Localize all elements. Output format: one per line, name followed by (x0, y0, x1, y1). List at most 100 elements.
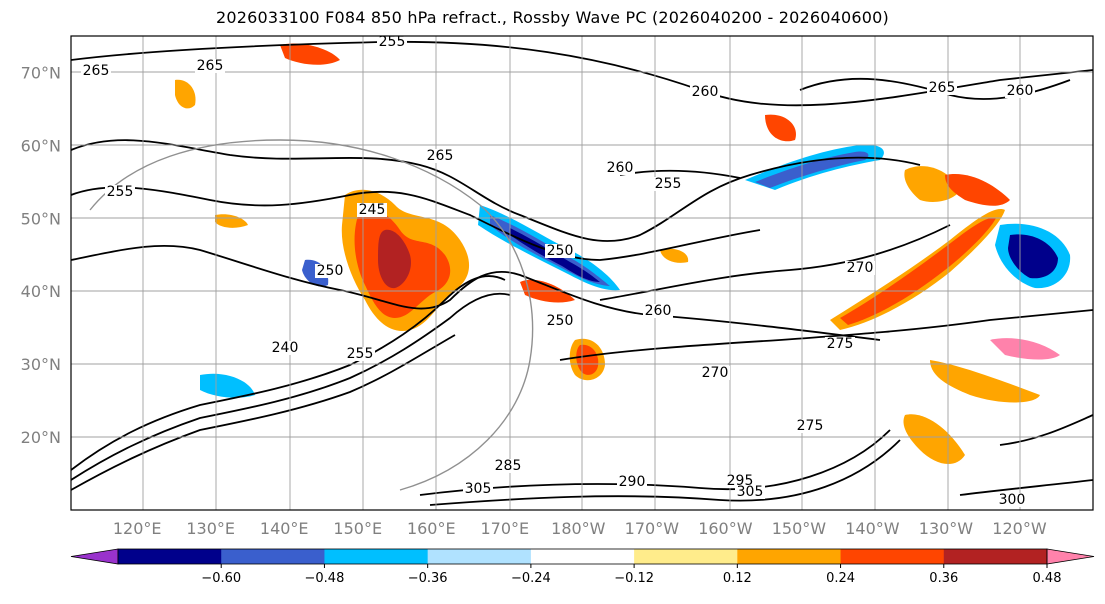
contour-label-background (735, 485, 765, 499)
contour-label: 260 (645, 303, 672, 319)
positive-anomaly-area (660, 248, 689, 263)
reference-circle (89, 139, 534, 491)
longitude-label: 160°E (407, 519, 456, 538)
contour-label: 270 (702, 365, 729, 381)
latitude-label: 70°N (21, 63, 61, 82)
height-contour (599, 224, 951, 301)
map-frame (70, 35, 1094, 511)
negative-anomaly-area (755, 151, 869, 188)
colorbar-segment (221, 549, 325, 564)
positive-anomaly-area (175, 79, 196, 109)
map-content: 255 265 265 260 255 265 260 265 260 250 255 245 240 2… (71, 34, 1093, 510)
contour-label-background (825, 337, 855, 351)
contour-label: 265 (83, 63, 110, 79)
contour-label-background (270, 341, 300, 355)
longitude-label: 130°E (186, 519, 235, 538)
contour-label-background (81, 64, 111, 78)
contour-label: 285 (495, 458, 522, 474)
contour-label-background (700, 366, 730, 380)
contour-label: 290 (619, 474, 646, 490)
contour-label: 255 (655, 176, 682, 192)
colorbar-segment (737, 549, 842, 564)
positive-anomaly-area (945, 174, 1010, 206)
contour-label: 250 (547, 243, 574, 259)
positive-anomaly-area (930, 360, 1040, 403)
latitude-label: 40°N (21, 282, 61, 301)
colorbar-tick-label: 0.12 (723, 571, 752, 586)
contour-label: 270 (847, 260, 874, 276)
longitude-label: 130°W (919, 519, 974, 538)
longitude-label: 170°W (625, 519, 680, 538)
height-contour (71, 245, 881, 341)
height-contour (71, 186, 761, 261)
contour-label-background (105, 185, 135, 199)
contour-label: 260 (692, 84, 719, 100)
longitude-label: 150°W (772, 519, 827, 538)
contour-label: 260 (607, 160, 634, 176)
contour-label-background (617, 475, 647, 489)
contour-label: 250 (547, 313, 574, 329)
colorbar-tick-label: −0.12 (614, 571, 654, 586)
contour-label: 275 (797, 418, 824, 434)
height-contour (999, 414, 1093, 446)
contour-label: 305 (737, 484, 764, 500)
contour-label: 265 (427, 148, 454, 164)
graticule (71, 36, 1093, 510)
contour-label-background (315, 264, 345, 278)
longitude-label: 140°W (845, 519, 900, 538)
contour-label-background (690, 85, 720, 99)
contour-label-background (545, 244, 575, 258)
negative-anomaly-area (200, 373, 255, 398)
latitude-label: 50°N (21, 209, 61, 228)
contour-label: 240 (272, 340, 299, 356)
colorbar-segment (840, 549, 945, 564)
contour-label-background (605, 161, 635, 175)
colorbar-tick-label: 0.36 (929, 571, 958, 586)
height-contour (419, 429, 891, 496)
map-title: 2026033100 F084 850 hPa refract., Rossby… (215, 8, 889, 27)
latitude-label: 60°N (21, 136, 61, 155)
contour-label: 265 (929, 80, 956, 96)
colorbar-max-extension (1046, 548, 1095, 565)
negative-anomaly-area (1008, 234, 1058, 279)
positive-anomaly-area (765, 114, 796, 142)
longitude-label: 170°E (480, 519, 529, 538)
contour-label: 255 (347, 346, 374, 362)
positive-anomaly-area (903, 414, 965, 465)
latitude-labels: 70°N 60°N 50°N 40°N 30°N 20°N (21, 63, 61, 447)
colorbar: −0.60 −0.48 −0.36 −0.24 −0.12 0.12 0.24 0.36 0.4… (70, 548, 1095, 586)
contour-label: 265 (197, 58, 224, 74)
contour-label-background (463, 482, 493, 496)
height-contour (71, 139, 921, 242)
contour-label-background (643, 304, 673, 318)
colorbar-segment (943, 549, 1048, 564)
longitude-label: 180°W (551, 519, 606, 538)
height-contour (71, 275, 506, 471)
contour-label-background (377, 36, 407, 49)
contour-label-background (425, 149, 455, 163)
colorbar-tick-label: −0.24 (511, 571, 551, 586)
height-contour (559, 309, 1093, 361)
contour-label: 300 (999, 492, 1026, 508)
contour-label: 255 (379, 34, 406, 50)
contour-label-background (653, 177, 683, 191)
longitude-label: 150°E (333, 519, 382, 538)
colorbar-segment (530, 549, 635, 564)
colorbar-segment (118, 549, 222, 564)
colorbar-tick-label: 0.48 (1033, 571, 1062, 586)
longitude-labels: 120°E 130°E 140°E 150°E 160°E 170°E 180°W 170°W… (113, 519, 1047, 538)
colorbar-min-extension (70, 548, 119, 565)
contour-label-background (345, 347, 375, 361)
contour-label-background (1005, 84, 1035, 98)
colorbar-outline (117, 548, 1048, 565)
contour-label-background (493, 459, 523, 473)
positive-anomaly-area (840, 217, 996, 325)
contour-label-background (927, 81, 957, 95)
contour-label-background (725, 474, 755, 488)
contour-label-background (997, 493, 1027, 507)
contour-label: 260 (1007, 83, 1034, 99)
contour-label: 305 (465, 481, 492, 497)
contour-label: 275 (827, 336, 854, 352)
height-contour (959, 479, 1093, 496)
